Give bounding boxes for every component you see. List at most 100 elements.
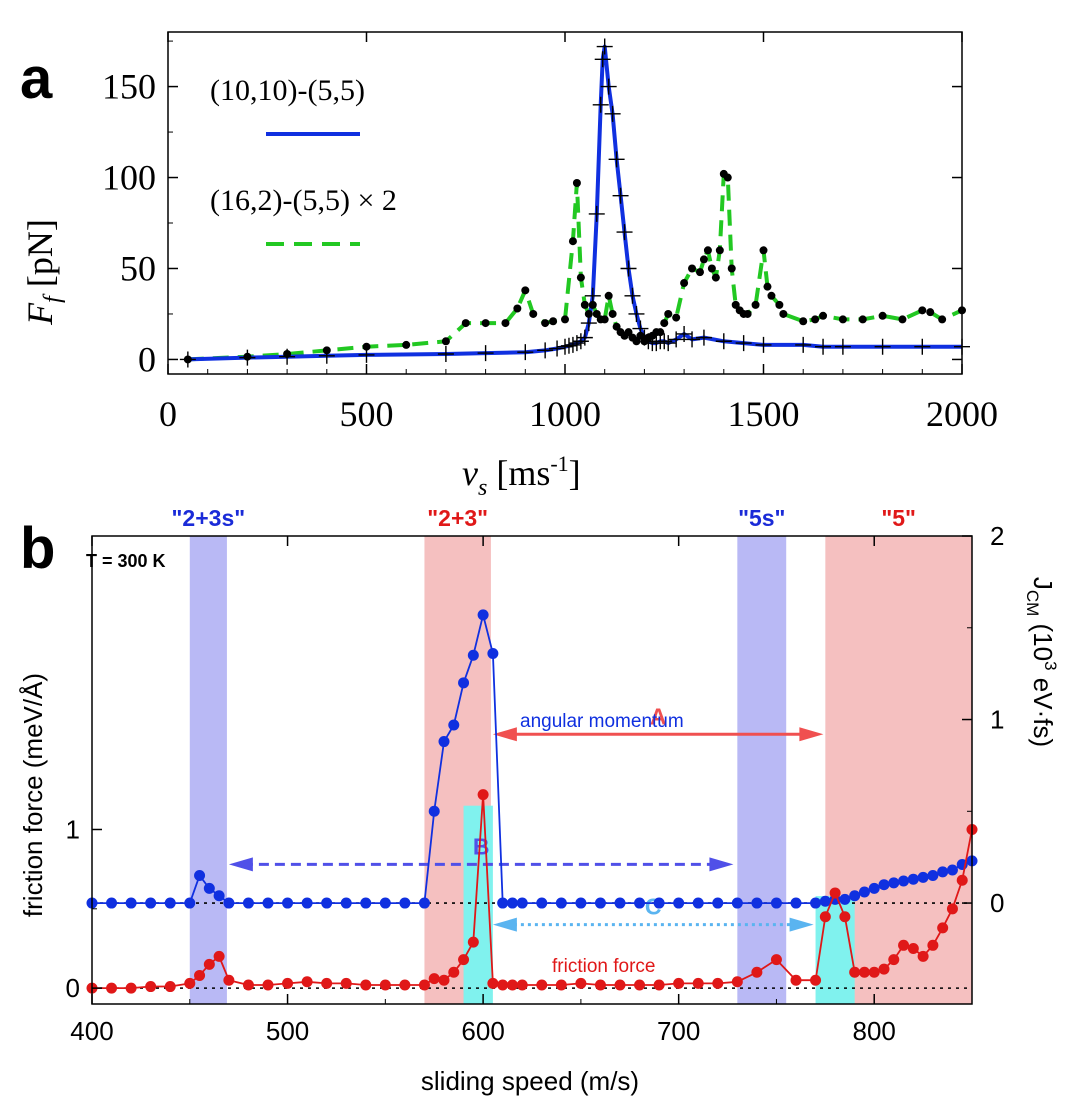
data-point-angular-momentum xyxy=(810,897,822,909)
data-point-angular-momentum xyxy=(340,897,352,909)
y-right-tick-label: 1 xyxy=(990,705,1004,735)
y-tick-label: 150 xyxy=(102,67,156,107)
data-point-series-1 xyxy=(179,351,196,368)
data-point-series-1 xyxy=(477,345,494,362)
data-point-series-1 xyxy=(318,347,335,364)
data-point-series-2 xyxy=(481,319,490,328)
panel-a-frame xyxy=(167,31,963,375)
data-point-series-1 xyxy=(600,78,617,95)
data-point-series-2 xyxy=(568,237,577,246)
data-point-series-1 xyxy=(549,340,566,357)
data-point-series-2 xyxy=(918,306,927,315)
arrow-head-left xyxy=(228,857,253,872)
data-point-series-1 xyxy=(620,260,637,277)
data-point-friction-force xyxy=(360,979,372,991)
data-point-friction-force xyxy=(213,950,225,962)
data-point-friction-force xyxy=(448,966,460,978)
data-point-series-2 xyxy=(819,311,828,320)
data-point-series-1 xyxy=(795,336,812,353)
data-point-series-1 xyxy=(564,336,581,353)
data-point-friction-force xyxy=(458,954,470,966)
data-point-series-1 xyxy=(735,335,752,352)
data-point-friction-force xyxy=(467,936,479,948)
data-point-friction-force xyxy=(770,954,782,966)
x-tick-label: 0 xyxy=(159,394,177,434)
x-tick-label: 500 xyxy=(266,1016,309,1046)
data-point-friction-force xyxy=(937,922,949,934)
data-point-friction-force xyxy=(673,977,685,989)
data-point-angular-momentum xyxy=(467,649,479,661)
data-point-series-2 xyxy=(938,315,947,324)
region-band xyxy=(189,536,227,1004)
data-point-series-1 xyxy=(656,333,673,350)
data-point-angular-momentum xyxy=(360,897,372,909)
data-point-friction-force xyxy=(946,903,958,915)
data-point-angular-momentum xyxy=(282,897,294,909)
data-point-angular-momentum xyxy=(907,873,919,885)
data-point-friction-force xyxy=(223,974,235,986)
data-point-series-1 xyxy=(874,338,891,355)
panel-a-ylabel: Ff [pN] xyxy=(20,219,66,326)
data-point-series-2 xyxy=(580,300,589,309)
data-point-series-2 xyxy=(695,268,704,277)
data-point-series-2 xyxy=(402,340,411,349)
data-point-angular-momentum xyxy=(751,897,763,909)
data-point-series-2 xyxy=(572,178,581,187)
data-point-friction-force xyxy=(164,981,176,993)
data-point-friction-force xyxy=(282,977,294,989)
data-point-series-2 xyxy=(878,311,887,320)
arrow-head-right xyxy=(799,727,824,742)
data-point-series-1 xyxy=(437,345,454,362)
data-point-series-1 xyxy=(616,224,633,241)
data-point-series-2 xyxy=(513,304,522,313)
panel-a-series xyxy=(179,38,970,368)
data-point-friction-force xyxy=(594,979,606,991)
data-point-angular-momentum xyxy=(937,866,949,878)
data-point-friction-force xyxy=(555,979,567,991)
data-point-angular-momentum xyxy=(145,897,157,909)
data-point-angular-momentum xyxy=(379,897,391,909)
arrow-label: A xyxy=(650,703,667,729)
data-point-series-1 xyxy=(537,342,554,359)
region-label: "5" xyxy=(881,505,916,531)
panel-b-label: b xyxy=(20,516,55,581)
data-point-friction-force xyxy=(497,979,509,991)
y-right-tick-label: 0 xyxy=(990,888,1004,918)
data-point-angular-momentum xyxy=(858,886,870,898)
data-point-series-2 xyxy=(711,273,720,282)
data-point-angular-momentum xyxy=(927,870,939,882)
data-point-series-1 xyxy=(660,335,677,352)
data-point-angular-momentum xyxy=(487,647,499,659)
data-point-series-2 xyxy=(521,286,530,295)
data-point-friction-force xyxy=(819,911,831,923)
data-point-angular-momentum xyxy=(634,897,646,909)
data-point-series-1 xyxy=(815,338,832,355)
data-point-friction-force xyxy=(898,939,910,951)
data-point-angular-momentum xyxy=(321,897,333,909)
data-point-angular-momentum xyxy=(653,897,665,909)
data-point-friction-force xyxy=(438,974,450,986)
data-point-angular-momentum xyxy=(898,875,910,887)
data-point-series-2 xyxy=(441,337,450,346)
data-point-series-2 xyxy=(699,255,708,264)
data-point-series-1 xyxy=(572,333,589,350)
x-tick-label: 600 xyxy=(461,1016,504,1046)
data-point-friction-force xyxy=(917,950,929,962)
series-label-friction-force: friction force xyxy=(552,956,655,977)
data-point-angular-momentum xyxy=(125,897,137,909)
data-point-series-1 xyxy=(594,51,611,68)
data-point-angular-momentum xyxy=(594,897,606,909)
data-point-friction-force xyxy=(614,979,626,991)
data-point-angular-momentum xyxy=(223,897,235,909)
data-point-friction-force xyxy=(810,974,822,986)
arrow-head-left xyxy=(492,727,517,742)
data-point-angular-momentum xyxy=(438,736,450,748)
data-point-series-1 xyxy=(584,287,601,304)
data-point-series-1 xyxy=(557,338,573,355)
data-point-series-2 xyxy=(858,315,867,324)
data-point-series-1 xyxy=(695,329,712,346)
data-point-friction-force xyxy=(506,979,518,991)
data-point-series-2 xyxy=(926,308,935,317)
data-point-angular-momentum xyxy=(614,897,626,909)
